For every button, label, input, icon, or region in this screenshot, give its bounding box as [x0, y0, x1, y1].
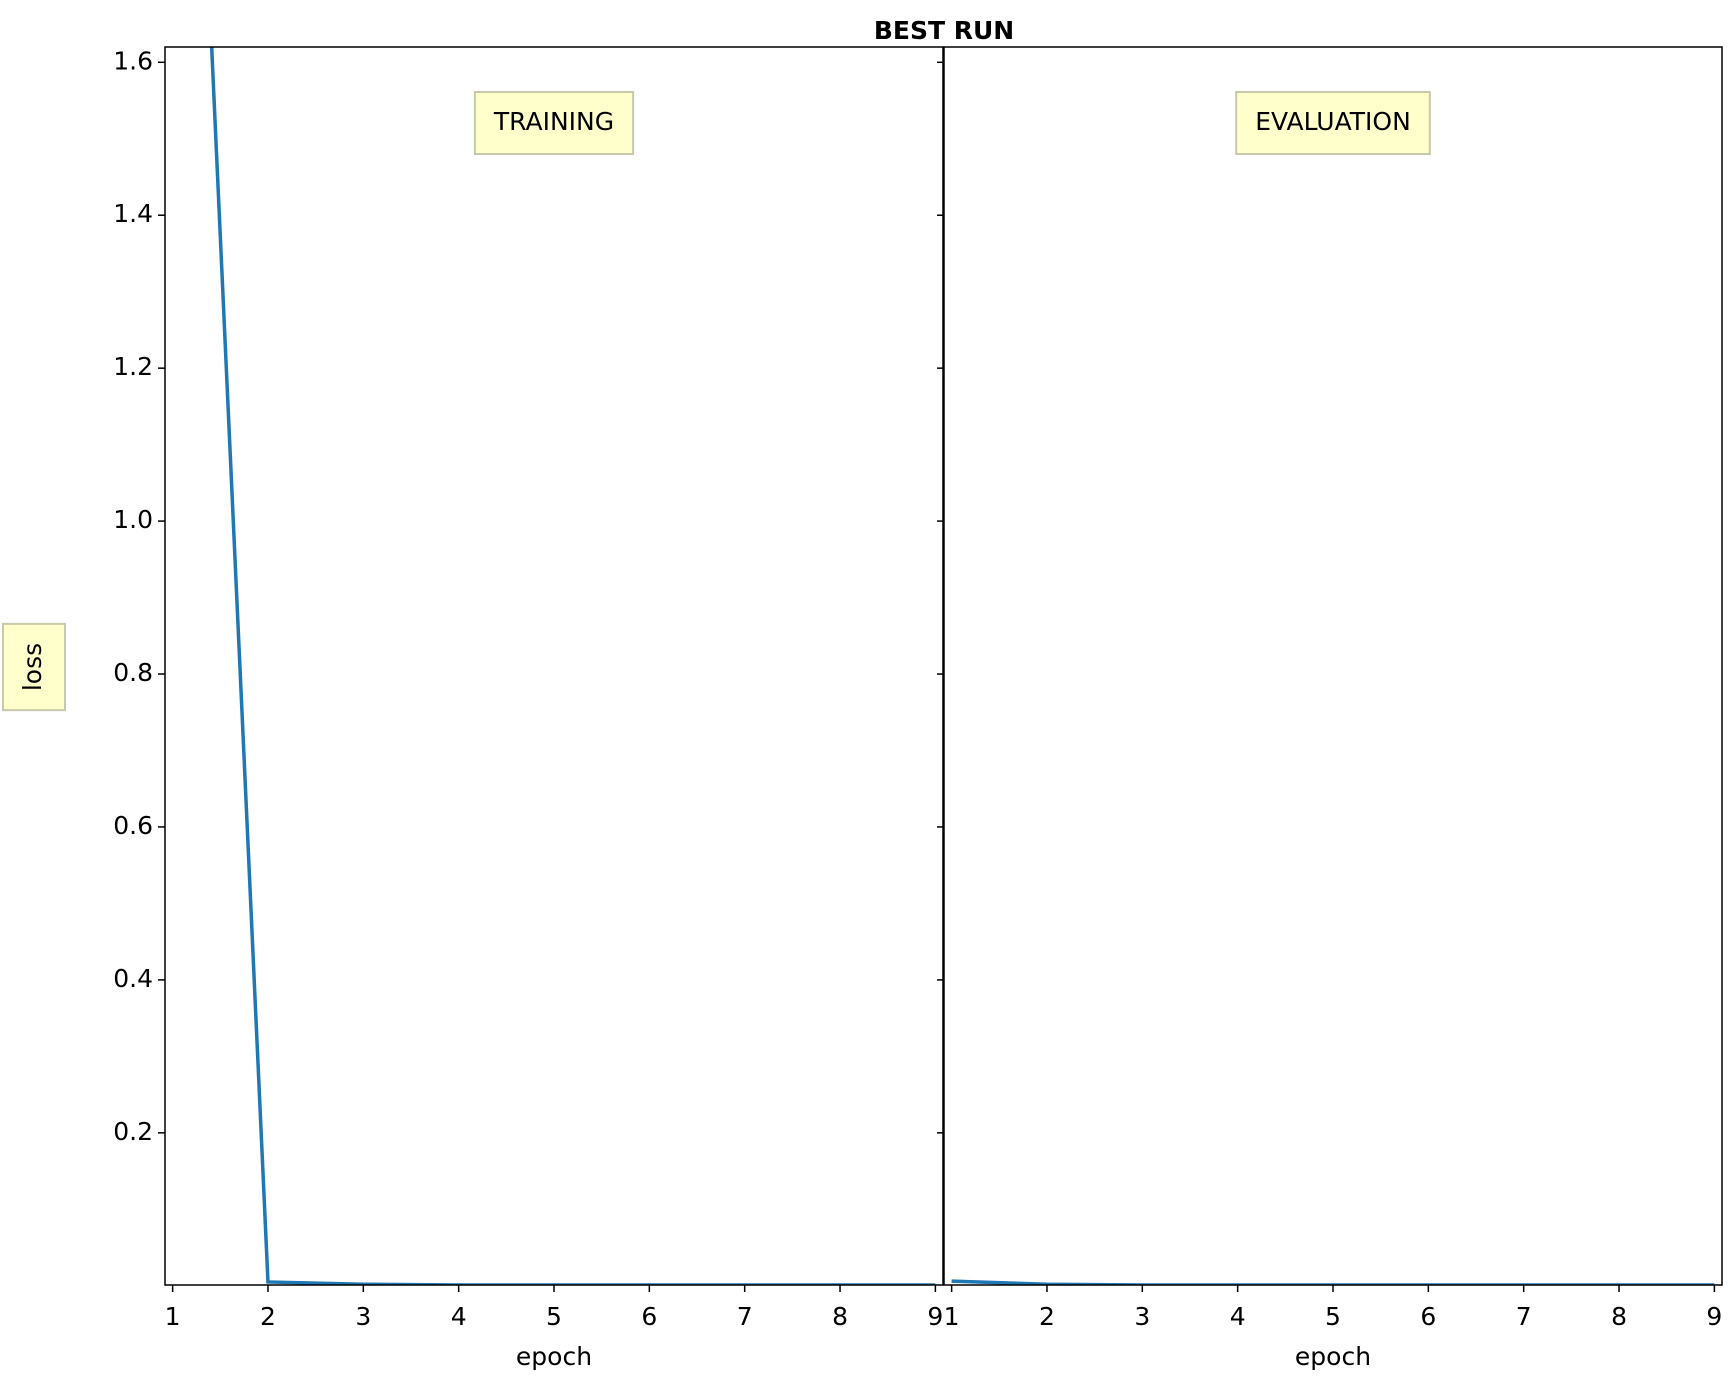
- x-axis-label: epoch: [1295, 1342, 1371, 1371]
- y-tick-label: 0.6: [113, 811, 153, 840]
- x-tick-label: 8: [832, 1302, 848, 1331]
- annotation: TRAINING: [493, 107, 614, 136]
- x-tick-label: 1: [944, 1302, 960, 1331]
- x-tick-label: 4: [451, 1302, 467, 1331]
- line: [209, 47, 936, 1285]
- x-tick-label: 3: [1134, 1302, 1150, 1331]
- y-label-box: [2, 622, 66, 712]
- x-tick-label: 4: [1230, 1302, 1246, 1331]
- x-tick-label: 5: [1325, 1302, 1341, 1331]
- x-tick-label: 5: [546, 1302, 562, 1331]
- annotation-box: [473, 91, 635, 155]
- y-tick-label: 0.8: [113, 658, 153, 687]
- x-tick-label: 1: [165, 1302, 181, 1331]
- annotation: EVALUATION: [1255, 107, 1411, 136]
- x-tick-label: 2: [1039, 1302, 1055, 1331]
- x-tick-label: 9: [927, 1302, 943, 1331]
- y-tick-label: 1.2: [113, 352, 153, 381]
- x-tick-label: 8: [1611, 1302, 1627, 1331]
- annotation-box: [1235, 91, 1431, 155]
- figure-title: BEST RUN: [874, 16, 1014, 45]
- x-axis-label: epoch: [516, 1342, 592, 1371]
- y-tick-label: 0.4: [113, 964, 153, 993]
- y-tick-label: 1.6: [113, 46, 153, 75]
- x-tick-label: 6: [641, 1302, 657, 1331]
- x-tick-label: 7: [1516, 1302, 1532, 1331]
- x-tick-label: 3: [355, 1302, 371, 1331]
- y-tick-label: 1.4: [113, 199, 153, 228]
- y-tick-label: 0.2: [113, 1117, 153, 1146]
- y-tick-label: 1.0: [113, 505, 153, 534]
- plot-frame: [943, 46, 1723, 1286]
- plot-frame: [164, 46, 944, 1286]
- x-tick-label: 7: [737, 1302, 753, 1331]
- x-tick-label: 2: [260, 1302, 276, 1331]
- y-axis-label: loss: [18, 643, 47, 691]
- x-tick-label: 6: [1420, 1302, 1436, 1331]
- x-tick-label: 9: [1706, 1302, 1722, 1331]
